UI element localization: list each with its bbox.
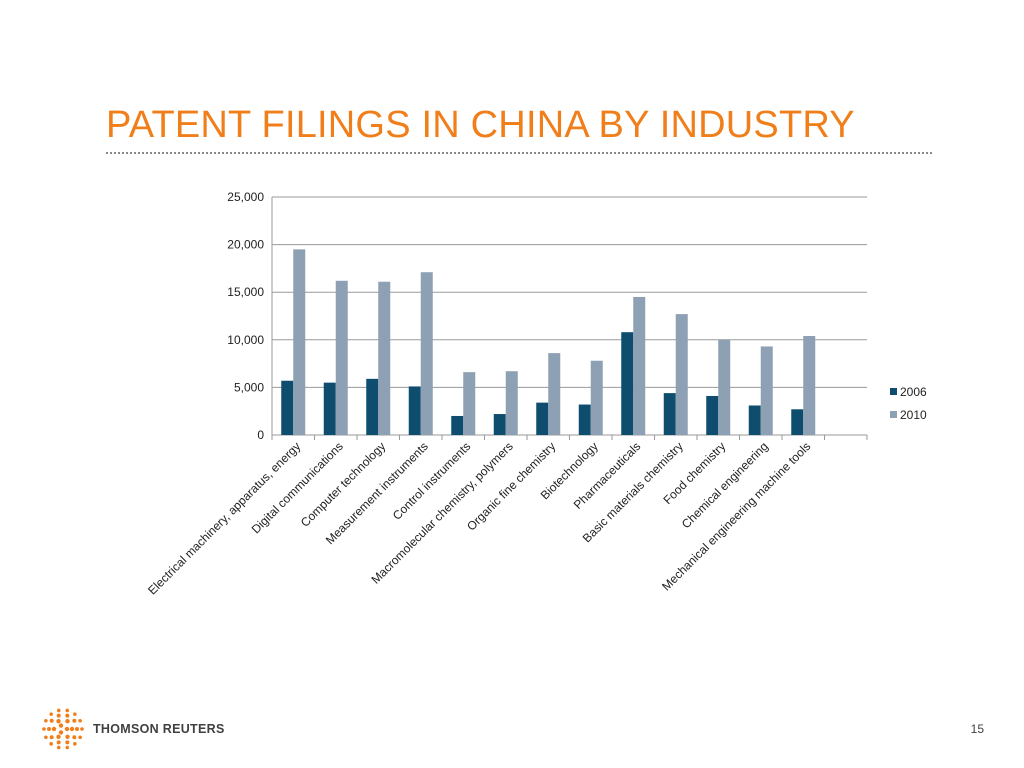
bar-2010-6 [505, 371, 518, 435]
logo-dot [58, 723, 64, 728]
logo-dot [49, 735, 54, 740]
title-divider [106, 152, 932, 154]
y-tick-label: 15,000 [227, 285, 264, 299]
legend-swatch-2006 [890, 388, 897, 395]
bar-2010-13 [803, 335, 816, 435]
bar-2006-7 [536, 402, 549, 435]
legend-label-2010: 2010 [900, 408, 927, 422]
bar-2010-11 [718, 339, 731, 435]
logo-dot [51, 726, 57, 732]
slide-title: PATENT FILINGS IN CHINA BY INDUSTRY [106, 104, 855, 146]
y-tick-label: 0 [257, 428, 264, 442]
logo-dot [47, 727, 51, 731]
bar-2006-4 [408, 386, 421, 435]
legend-swatch-2010 [890, 411, 897, 418]
logo-dot [73, 742, 77, 746]
x-category-label: Electrical machinery, apparatus, energy [145, 439, 303, 597]
y-tick-label: 25,000 [227, 190, 264, 204]
x-category-label: Mechanical engineering machine tools [659, 439, 813, 593]
logo-dot [69, 726, 75, 732]
logo-dot [56, 745, 61, 750]
bar-2010-8 [590, 360, 603, 435]
bar-2006-1 [281, 380, 294, 435]
bar-2010-4 [420, 272, 433, 435]
bar-2006-11 [706, 395, 719, 435]
logo-dot [64, 726, 70, 732]
brand-name: THOMSON REUTERS [93, 722, 225, 736]
bar-2010-7 [548, 353, 561, 435]
bar-2010-1 [293, 249, 306, 435]
bar-2006-6 [493, 414, 506, 435]
logo-dot [78, 735, 82, 740]
logo-dot [65, 713, 70, 718]
logo-dot [56, 713, 61, 718]
logo-dot [42, 727, 46, 731]
logo-dot [56, 719, 61, 724]
logo-dot [72, 718, 77, 723]
bar-2006-5 [451, 415, 464, 435]
bar-2006-3 [366, 378, 379, 435]
logo-dot [80, 727, 84, 731]
bar-2006-8 [578, 404, 591, 435]
bar-2006-13 [791, 409, 804, 435]
y-tick-label: 5,000 [234, 380, 264, 394]
bar-2010-9 [633, 296, 646, 435]
y-tick-label: 20,000 [227, 238, 264, 252]
logo-dot [65, 745, 70, 750]
bar-2010-3 [378, 281, 391, 435]
logo-dot [44, 718, 48, 723]
logo-dot [49, 712, 53, 716]
logo-dot [56, 734, 61, 739]
legend-label-2006: 2006 [900, 385, 927, 399]
page-number: 15 [970, 722, 984, 736]
bar-2006-10 [663, 393, 676, 435]
logo-dot [65, 708, 70, 713]
bar-2006-2 [323, 382, 336, 435]
logo-dot [56, 708, 61, 713]
logo-dot [49, 718, 54, 723]
bar-2006-9 [621, 332, 634, 435]
bar-2010-2 [335, 280, 348, 435]
logo-dot [56, 740, 61, 745]
logo-dot [65, 734, 70, 739]
bar-2010-5 [463, 372, 476, 435]
bar-2006-12 [748, 405, 761, 435]
x-category-label: Control instruments [390, 439, 473, 522]
bar-2010-10 [675, 314, 688, 435]
logo-dot [49, 742, 53, 746]
logo-dot [65, 719, 70, 724]
bar-2010-12 [760, 346, 773, 435]
thomson-reuters-logo-icon [42, 708, 84, 750]
logo-dot [72, 735, 77, 740]
y-tick-label: 10,000 [227, 333, 264, 347]
logo-dot [44, 735, 48, 740]
logo-dot [73, 712, 77, 716]
logo-dot [78, 718, 82, 723]
logo-dot [65, 740, 70, 745]
logo-dot [75, 727, 79, 731]
logo-dot [58, 730, 64, 735]
